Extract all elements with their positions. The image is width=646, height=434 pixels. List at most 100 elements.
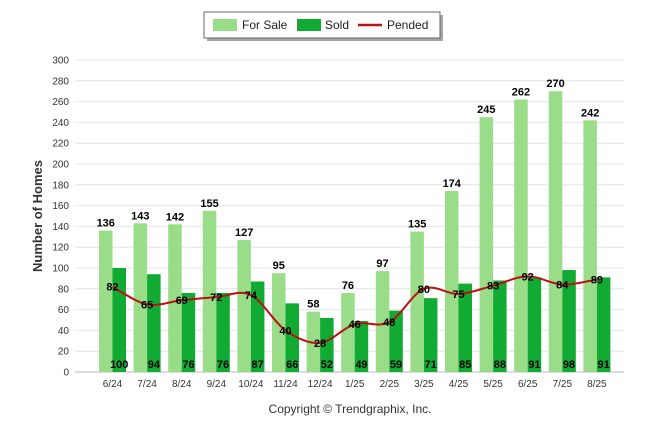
label-sold: 66 — [286, 359, 298, 371]
x-tick-label: 9/24 — [207, 379, 227, 390]
x-tick-label: 10/24 — [238, 379, 263, 390]
label-pended: 46 — [349, 319, 361, 331]
y-tick-label: 100 — [52, 264, 69, 275]
label-for-sale: 135 — [408, 219, 426, 231]
bar-sold — [181, 292, 196, 372]
y-axis-label: Number of Homes — [30, 160, 45, 272]
data-labels: 136 100 82 143 94 65 142 76 69 155 76 72 127 87 74 95 66… — [97, 78, 610, 371]
label-pended: 75 — [452, 289, 464, 301]
label-for-sale: 143 — [131, 210, 149, 222]
label-sold: 76 — [217, 359, 229, 371]
bars — [99, 91, 611, 373]
x-tick-label: 6/24 — [103, 379, 123, 390]
bar-sold — [216, 292, 230, 372]
bar-sold — [562, 270, 576, 372]
label-pended: 72 — [210, 292, 222, 304]
y-tick-label: 0 — [63, 368, 69, 379]
label-for-sale: 58 — [307, 299, 319, 311]
y-tick-label: 180 — [52, 180, 69, 191]
bar-for-sale — [410, 231, 424, 372]
y-tick-label: 200 — [52, 160, 69, 171]
y-tick-label: 40 — [58, 326, 70, 337]
bar-for-sale — [514, 99, 528, 373]
bar-sold — [320, 317, 334, 372]
bar-sold — [596, 277, 611, 372]
bar-sold — [527, 277, 542, 372]
bar-for-sale — [99, 230, 113, 372]
label-sold: 76 — [182, 359, 194, 371]
copyright: Copyright © Trendgraphix, Inc. — [269, 402, 432, 416]
label-sold: 52 — [321, 359, 333, 371]
y-tick-label: 60 — [58, 305, 70, 316]
label-pended: 83 — [487, 281, 499, 293]
y-tick-label: 80 — [58, 284, 70, 295]
y-tick-label: 160 — [52, 201, 69, 212]
legend-label-pended: Pended — [387, 18, 428, 32]
bar-for-sale — [237, 239, 251, 372]
bar-for-sale — [583, 120, 597, 372]
bar-for-sale — [548, 91, 563, 372]
label-sold: 59 — [390, 359, 402, 371]
bar-for-sale — [375, 271, 390, 372]
bar-sold — [423, 298, 438, 372]
x-tick-label: 7/25 — [553, 379, 573, 390]
label-for-sale: 142 — [166, 211, 184, 223]
label-pended: 89 — [591, 274, 603, 286]
label-for-sale: 242 — [581, 107, 599, 119]
legend-label-for-sale: For Sale — [242, 18, 288, 32]
label-pended: 74 — [245, 290, 258, 302]
label-for-sale: 127 — [235, 227, 253, 239]
pended-line-group — [112, 275, 598, 344]
label-pended: 69 — [176, 295, 188, 307]
y-tick-label: 220 — [52, 139, 69, 150]
label-pended: 40 — [279, 325, 291, 337]
label-pended: 65 — [141, 299, 153, 311]
x-tick-label: 2/25 — [380, 379, 400, 390]
label-for-sale: 97 — [376, 258, 388, 270]
bar-for-sale — [168, 224, 182, 372]
x-tick-label: 7/24 — [137, 379, 157, 390]
x-tick-label: 12/24 — [308, 379, 333, 390]
label-for-sale: 155 — [200, 198, 218, 210]
label-for-sale: 245 — [477, 104, 495, 116]
y-axis-ticks: 0 20 40 60 80 100 120 140 160 180 200 220 240 260 280 3… — [52, 56, 69, 379]
x-tick-label: 8/25 — [587, 379, 607, 390]
label-for-sale: 136 — [97, 218, 115, 230]
bar-sold — [458, 283, 472, 372]
label-sold: 49 — [355, 359, 367, 371]
legend-label-sold: Sold — [325, 18, 349, 32]
x-tick-label: 11/24 — [273, 379, 298, 390]
label-sold: 91 — [528, 359, 540, 371]
legend-swatch-sold — [297, 19, 321, 31]
label-pended: 48 — [383, 317, 395, 329]
x-tick-label: 6/25 — [518, 379, 538, 390]
y-tick-label: 240 — [52, 118, 69, 129]
label-sold: 85 — [459, 359, 471, 371]
label-pended: 92 — [522, 271, 534, 283]
label-sold: 100 — [110, 359, 128, 371]
y-tick-label: 280 — [52, 76, 69, 87]
bar-sold — [389, 310, 403, 372]
bar-for-sale — [341, 292, 355, 372]
label-for-sale: 262 — [512, 87, 530, 99]
y-tick-label: 140 — [52, 222, 69, 233]
label-sold: 91 — [598, 359, 610, 371]
label-pended: 82 — [106, 282, 118, 294]
label-for-sale: 174 — [443, 178, 462, 190]
label-for-sale: 95 — [273, 260, 285, 272]
label-sold: 87 — [252, 359, 264, 371]
x-tick-label: 5/25 — [483, 379, 503, 390]
bar-for-sale — [133, 223, 148, 372]
label-sold: 98 — [563, 359, 575, 371]
y-tick-label: 20 — [58, 347, 70, 358]
legend: For Sale Sold Pended — [203, 11, 443, 41]
bar-sold — [147, 274, 161, 372]
label-sold: 94 — [148, 359, 161, 371]
label-for-sale: 270 — [546, 78, 564, 90]
pended-line — [112, 275, 598, 344]
bar-for-sale — [272, 273, 286, 372]
x-tick-label: 3/25 — [414, 379, 434, 390]
x-tick-label: 4/25 — [449, 379, 469, 390]
bar-sold — [285, 303, 299, 372]
